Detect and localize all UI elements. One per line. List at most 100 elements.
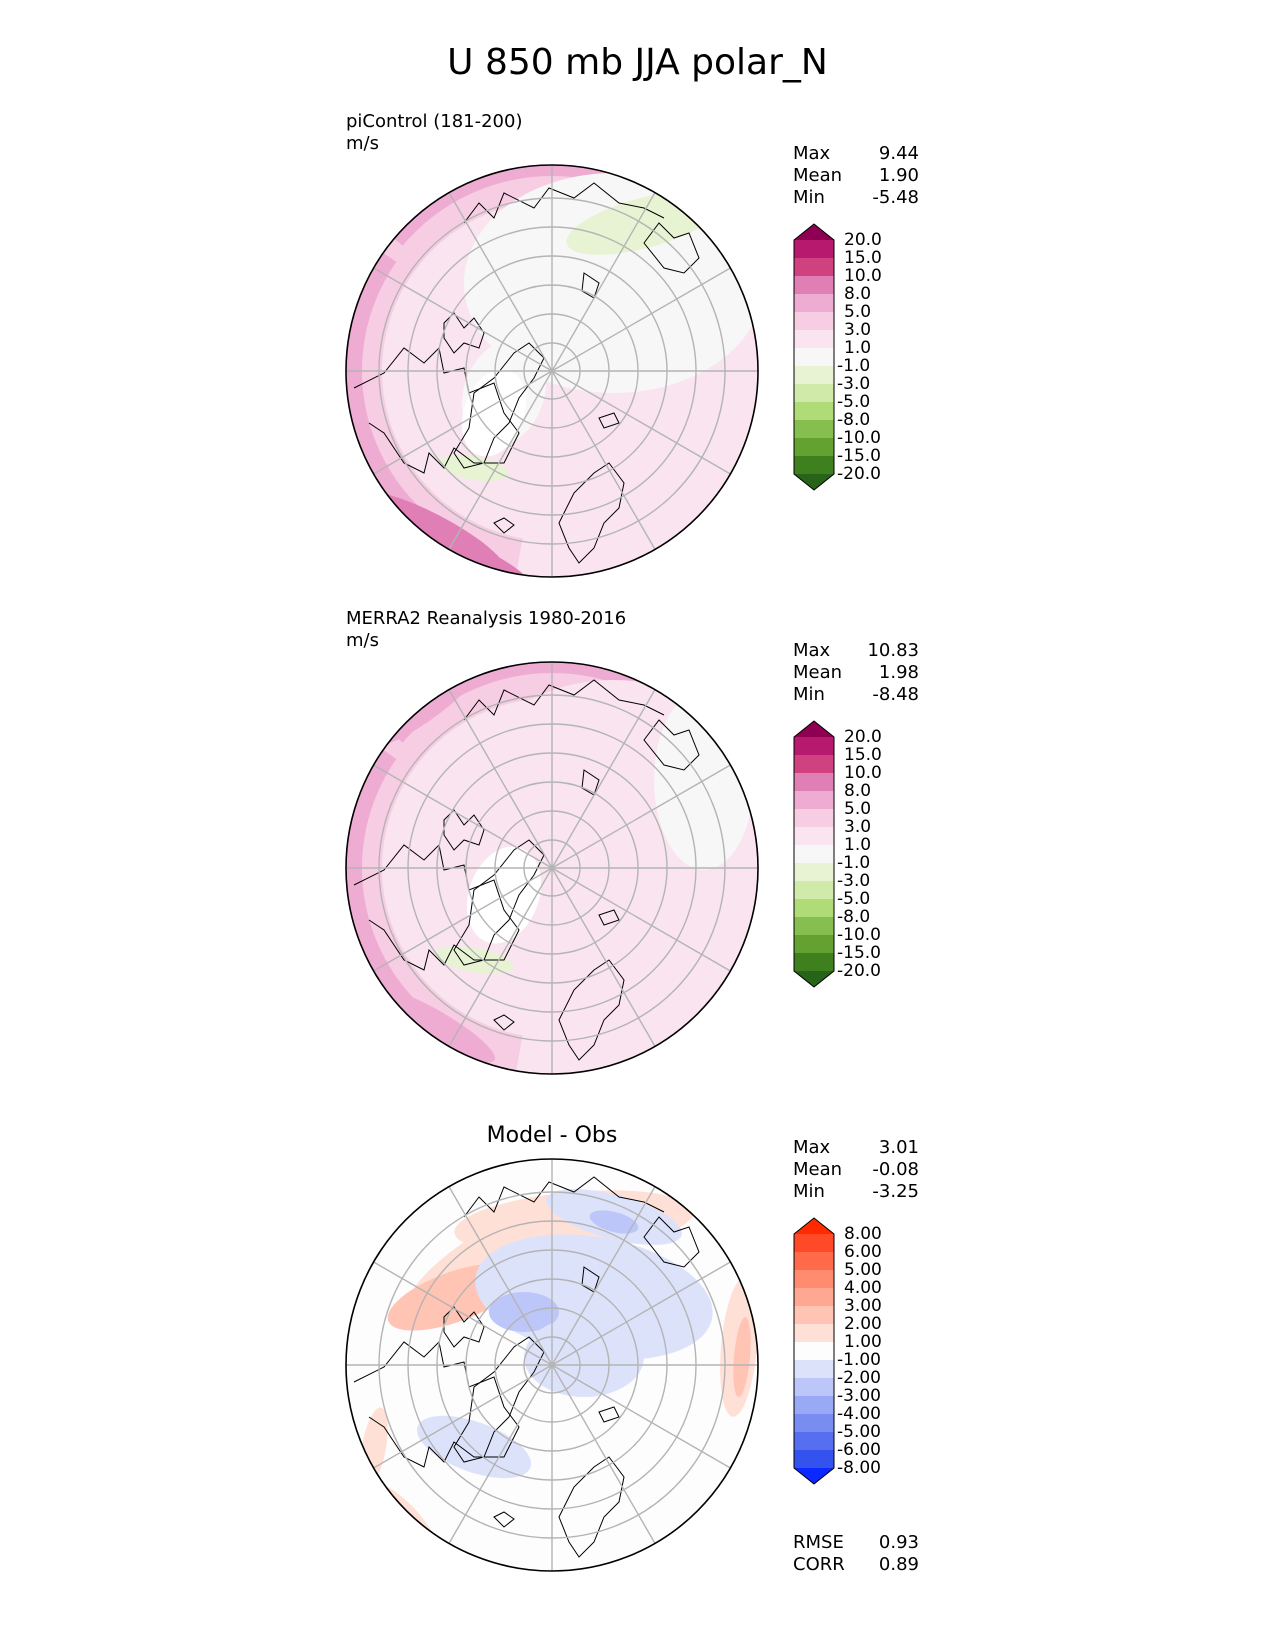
colorbar-tick-label: -2.00	[837, 1368, 881, 1388]
coastlines	[353, 679, 700, 1061]
map-boundary	[345, 1158, 759, 1572]
colorbar-tick-label: 2.00	[844, 1314, 882, 1334]
colorbar-segment	[794, 917, 834, 936]
colorbar-segment	[794, 755, 834, 774]
colorbar-svg	[793, 720, 835, 988]
field-contour	[346, 165, 662, 577]
map-boundary	[345, 164, 759, 578]
colorbar-tick-label: -5.00	[837, 1422, 881, 1442]
colorbar-tick-label: 15.0	[844, 248, 882, 268]
stat-min-label: Min	[793, 684, 825, 705]
colorbar-group	[793, 720, 835, 988]
colorbar-segment	[794, 1252, 834, 1271]
field-contour	[461, 369, 527, 457]
graticule	[346, 1159, 758, 1571]
colorbar-segment	[794, 827, 834, 846]
colorbar-tick-label: 10.0	[844, 763, 882, 783]
colorbar-tick-label: -15.0	[837, 446, 881, 466]
colorbar-segment	[794, 953, 834, 972]
colorbar-tick-label: -20.0	[837, 464, 881, 484]
colorbar-extend-bottom	[794, 474, 834, 490]
colorbar-segment	[794, 1288, 834, 1307]
coastline-archipelago	[443, 809, 485, 851]
colorbar-tick-label: -15.0	[837, 943, 881, 963]
colorbar-tick-label: -3.00	[837, 1386, 881, 1406]
colorbar-segment	[794, 1450, 834, 1469]
panel-diff-map	[345, 1158, 759, 1572]
stat-min-label: Min	[793, 1181, 825, 1202]
colorbar-tick-label: 8.0	[844, 284, 872, 304]
colorbar-segment	[794, 1432, 834, 1451]
meridian-line	[373, 1261, 553, 1366]
meridian-line	[448, 1186, 553, 1366]
colorbar-tick-label: -8.00	[837, 1458, 881, 1478]
colorbar-segment	[794, 276, 834, 295]
colorbar-segment	[794, 240, 834, 259]
colorbar-svg	[793, 223, 835, 491]
panel-obs-map	[345, 661, 759, 1075]
stat-mean-value: -0.08	[872, 1159, 919, 1180]
coastline-scandinavia	[558, 959, 625, 1061]
colorbar-tick-label: 5.0	[844, 302, 872, 322]
field-contour	[439, 454, 509, 482]
colorbar-segment	[794, 1396, 834, 1415]
colorbar-tick-label: 20.0	[844, 727, 882, 747]
colorbar-group	[793, 223, 835, 491]
colorbar-tick-label: 3.00	[844, 1296, 882, 1316]
coastline-eurasia-north	[463, 679, 665, 721]
coastline-scandinavia	[558, 462, 625, 564]
coastline-archipelago	[443, 312, 485, 354]
coastline-canada	[353, 346, 520, 474]
coastline-siberia	[643, 719, 700, 771]
graticule	[346, 165, 758, 577]
coastlines	[353, 1176, 700, 1558]
colorbar-tick-label: -20.0	[837, 961, 881, 981]
colorbar-extend-top	[794, 1218, 834, 1234]
colorbar-segment	[794, 1360, 834, 1379]
colorbar-tick-label: -8.0	[837, 410, 871, 430]
colorbar-segment	[794, 420, 834, 439]
colorbar-segment	[794, 366, 834, 385]
colorbar-tick-label: 10.0	[844, 266, 882, 286]
coastline-island	[598, 1406, 620, 1423]
meridian-line	[551, 689, 656, 869]
colorbar-segment	[794, 294, 834, 313]
field-contour	[733, 1317, 751, 1397]
colorbar-segment	[794, 737, 834, 756]
meridian-line	[551, 1186, 656, 1366]
colorbar-tick-label: -6.00	[837, 1440, 881, 1460]
meridian-line	[551, 192, 656, 372]
colorbar-segment	[794, 348, 834, 367]
colorbar-tick-label: 15.0	[844, 745, 882, 765]
graticule	[346, 662, 758, 1074]
stat-max-value: 10.83	[867, 640, 919, 661]
colorbar-extend-top	[794, 224, 834, 240]
colorbar-tick-label: 8.00	[844, 1224, 882, 1244]
colorbar-segment	[794, 1234, 834, 1253]
colorbar-segment	[794, 330, 834, 349]
panel-model-units: m/s	[346, 133, 379, 154]
field-contour	[372, 987, 496, 1063]
colorbar-segment	[794, 456, 834, 475]
colorbar-extend-bottom	[794, 1468, 834, 1484]
stat-max-label: Max	[793, 640, 831, 661]
meridian-line	[448, 192, 553, 372]
colorbar-segment	[794, 1342, 834, 1361]
meridian-line	[551, 1364, 731, 1469]
meridian-line	[551, 764, 731, 869]
colorbar-segment	[794, 773, 834, 792]
colorbar-segment	[794, 1378, 834, 1397]
colorbar-segment	[794, 935, 834, 954]
colorbar-segment	[794, 809, 834, 828]
colorbar-tick-label: 20.0	[844, 230, 882, 250]
map-boundary	[345, 661, 759, 1075]
colorbar-tick-label: -10.0	[837, 428, 881, 448]
colorbar-outline	[793, 720, 835, 988]
coastline-iceland	[493, 1511, 515, 1528]
figure-title: U 850 mb JJA polar_N	[447, 42, 828, 83]
stat-min-label: Min	[793, 187, 825, 208]
colorbar-segment	[794, 312, 834, 331]
coastline-archipelago	[443, 1306, 485, 1348]
field-contour	[346, 662, 662, 1074]
field-contour	[416, 1415, 532, 1479]
